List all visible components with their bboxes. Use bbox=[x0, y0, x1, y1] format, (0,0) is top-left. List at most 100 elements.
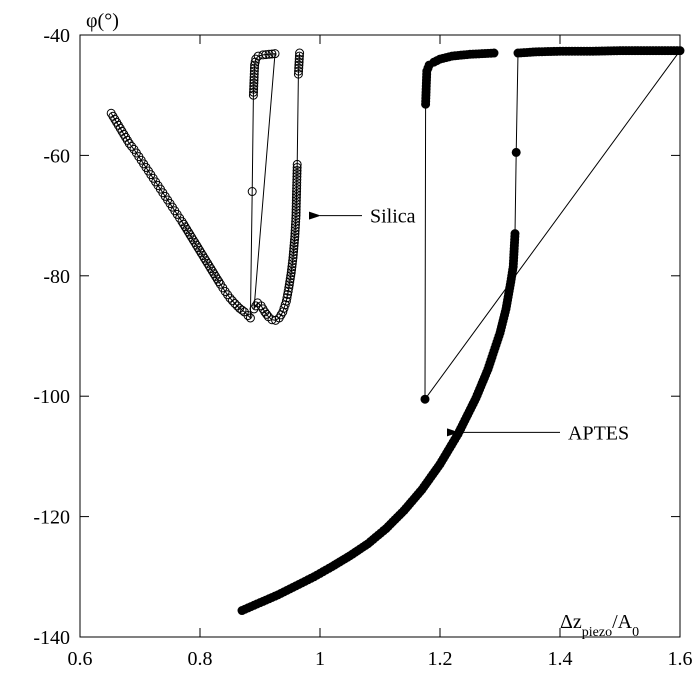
series-lines bbox=[110, 50, 681, 611]
data-point-silica bbox=[294, 57, 304, 67]
axis-ticks: 0.6 0.8 1 1.2 1.4 1.6 -140 -120 -100 -80 -60 -40 bbox=[33, 25, 692, 670]
data-point-silica bbox=[290, 220, 300, 230]
data-point-silica bbox=[282, 293, 292, 303]
data-point-silica bbox=[292, 171, 302, 181]
data-point-silica bbox=[183, 227, 193, 237]
data-point-silica bbox=[249, 84, 259, 94]
data-point-silica bbox=[249, 69, 259, 79]
plot-frame bbox=[79, 34, 681, 638]
y-tick-label: -60 bbox=[43, 145, 70, 167]
data-point-silica bbox=[292, 165, 302, 175]
data-point-silica bbox=[182, 224, 192, 234]
data-point-silica bbox=[291, 211, 301, 221]
data-point-silica bbox=[294, 63, 304, 73]
data-point-silica bbox=[209, 269, 219, 279]
data-point-aptes bbox=[675, 46, 685, 56]
series-line-silica bbox=[110, 53, 301, 321]
data-point-silica bbox=[283, 286, 293, 296]
x-tick-label: 0.6 bbox=[68, 648, 93, 670]
data-point-silica bbox=[291, 208, 301, 218]
data-point-silica bbox=[290, 223, 300, 233]
data-point-silica bbox=[124, 138, 134, 148]
data-point-silica bbox=[199, 253, 209, 263]
data-point-aptes bbox=[489, 48, 499, 58]
data-point-silica bbox=[251, 54, 261, 64]
data-point-silica bbox=[287, 265, 297, 275]
data-point-silica bbox=[211, 271, 221, 281]
data-point-silica bbox=[294, 51, 304, 61]
data-point-silica bbox=[286, 268, 296, 278]
data-point-silica bbox=[290, 235, 300, 245]
data-point-silica bbox=[292, 168, 302, 178]
data-point-silica bbox=[292, 181, 302, 190]
data-point-silica bbox=[249, 75, 259, 85]
data-point-silica bbox=[290, 232, 300, 242]
data-point-silica bbox=[291, 214, 301, 224]
data-point-silica bbox=[294, 66, 304, 76]
data-point-silica bbox=[179, 219, 189, 229]
data-point-silica bbox=[286, 271, 296, 281]
annotations: Silica APTES bbox=[309, 206, 629, 444]
data-point-silica bbox=[291, 196, 301, 206]
data-point-silica bbox=[249, 78, 259, 88]
data-point-silica bbox=[293, 69, 303, 79]
data-point-silica bbox=[198, 251, 208, 261]
data-point-silica bbox=[247, 187, 257, 197]
data-point-silica bbox=[196, 248, 206, 258]
data-point-silica bbox=[289, 247, 299, 257]
data-point-silica bbox=[264, 49, 274, 59]
data-point-silica bbox=[261, 50, 271, 60]
data-point-silica bbox=[249, 66, 259, 76]
data-point-silica bbox=[291, 199, 301, 209]
data-point-silica bbox=[292, 162, 302, 172]
data-point-silica bbox=[289, 244, 299, 254]
data-point-silica bbox=[190, 237, 200, 247]
data-point-silica bbox=[267, 49, 277, 59]
data-point-silica bbox=[248, 90, 258, 100]
data-point-silica bbox=[292, 174, 302, 184]
data-point-silica bbox=[281, 296, 291, 306]
data-point-silica bbox=[288, 250, 298, 260]
data-point-silica bbox=[187, 232, 197, 242]
data-point-silica bbox=[287, 262, 297, 272]
data-point-silica bbox=[284, 280, 294, 290]
data-point-silica bbox=[288, 256, 298, 266]
y-tick-label: -80 bbox=[43, 266, 70, 288]
data-point-silica bbox=[249, 63, 259, 73]
data-point-silica bbox=[291, 202, 301, 212]
data-point-silica bbox=[289, 238, 299, 248]
data-point-silica bbox=[290, 229, 300, 239]
data-point-silica bbox=[285, 277, 295, 287]
data-point-silica bbox=[245, 313, 255, 323]
data-point-silica bbox=[283, 289, 293, 299]
data-point-silica bbox=[188, 235, 198, 245]
data-point-silica bbox=[262, 309, 272, 319]
data-point-silica bbox=[280, 300, 290, 310]
data-point-silica bbox=[285, 274, 295, 284]
data-point-silica bbox=[258, 50, 268, 60]
data-point-silica bbox=[191, 240, 201, 250]
x-tick-label: 1 bbox=[315, 648, 325, 670]
data-point-silica bbox=[294, 60, 304, 70]
data-point-aptes bbox=[511, 147, 521, 157]
data-point-silica bbox=[289, 241, 299, 251]
annotation-label-aptes: APTES bbox=[568, 422, 629, 444]
data-point-silica bbox=[225, 293, 235, 303]
x-tick-label: 1.2 bbox=[428, 648, 453, 670]
data-point-silica bbox=[177, 217, 187, 227]
data-point-silica bbox=[288, 253, 298, 263]
data-point-silica bbox=[292, 184, 302, 194]
x-axis-title: Δzpiezo/A0 bbox=[560, 611, 639, 640]
data-point-silica bbox=[249, 87, 259, 97]
data-point-silica bbox=[227, 296, 237, 306]
data-point-silica bbox=[127, 141, 137, 151]
x-tick-label: 1.6 bbox=[668, 648, 693, 670]
data-point-silica bbox=[180, 222, 190, 232]
data-point-silica bbox=[292, 177, 302, 187]
data-point-aptes bbox=[510, 229, 520, 239]
data-point-silica bbox=[204, 261, 214, 271]
data-point-silica bbox=[214, 277, 224, 287]
y-tick-label: -140 bbox=[33, 627, 70, 649]
data-point-silica bbox=[195, 245, 205, 255]
